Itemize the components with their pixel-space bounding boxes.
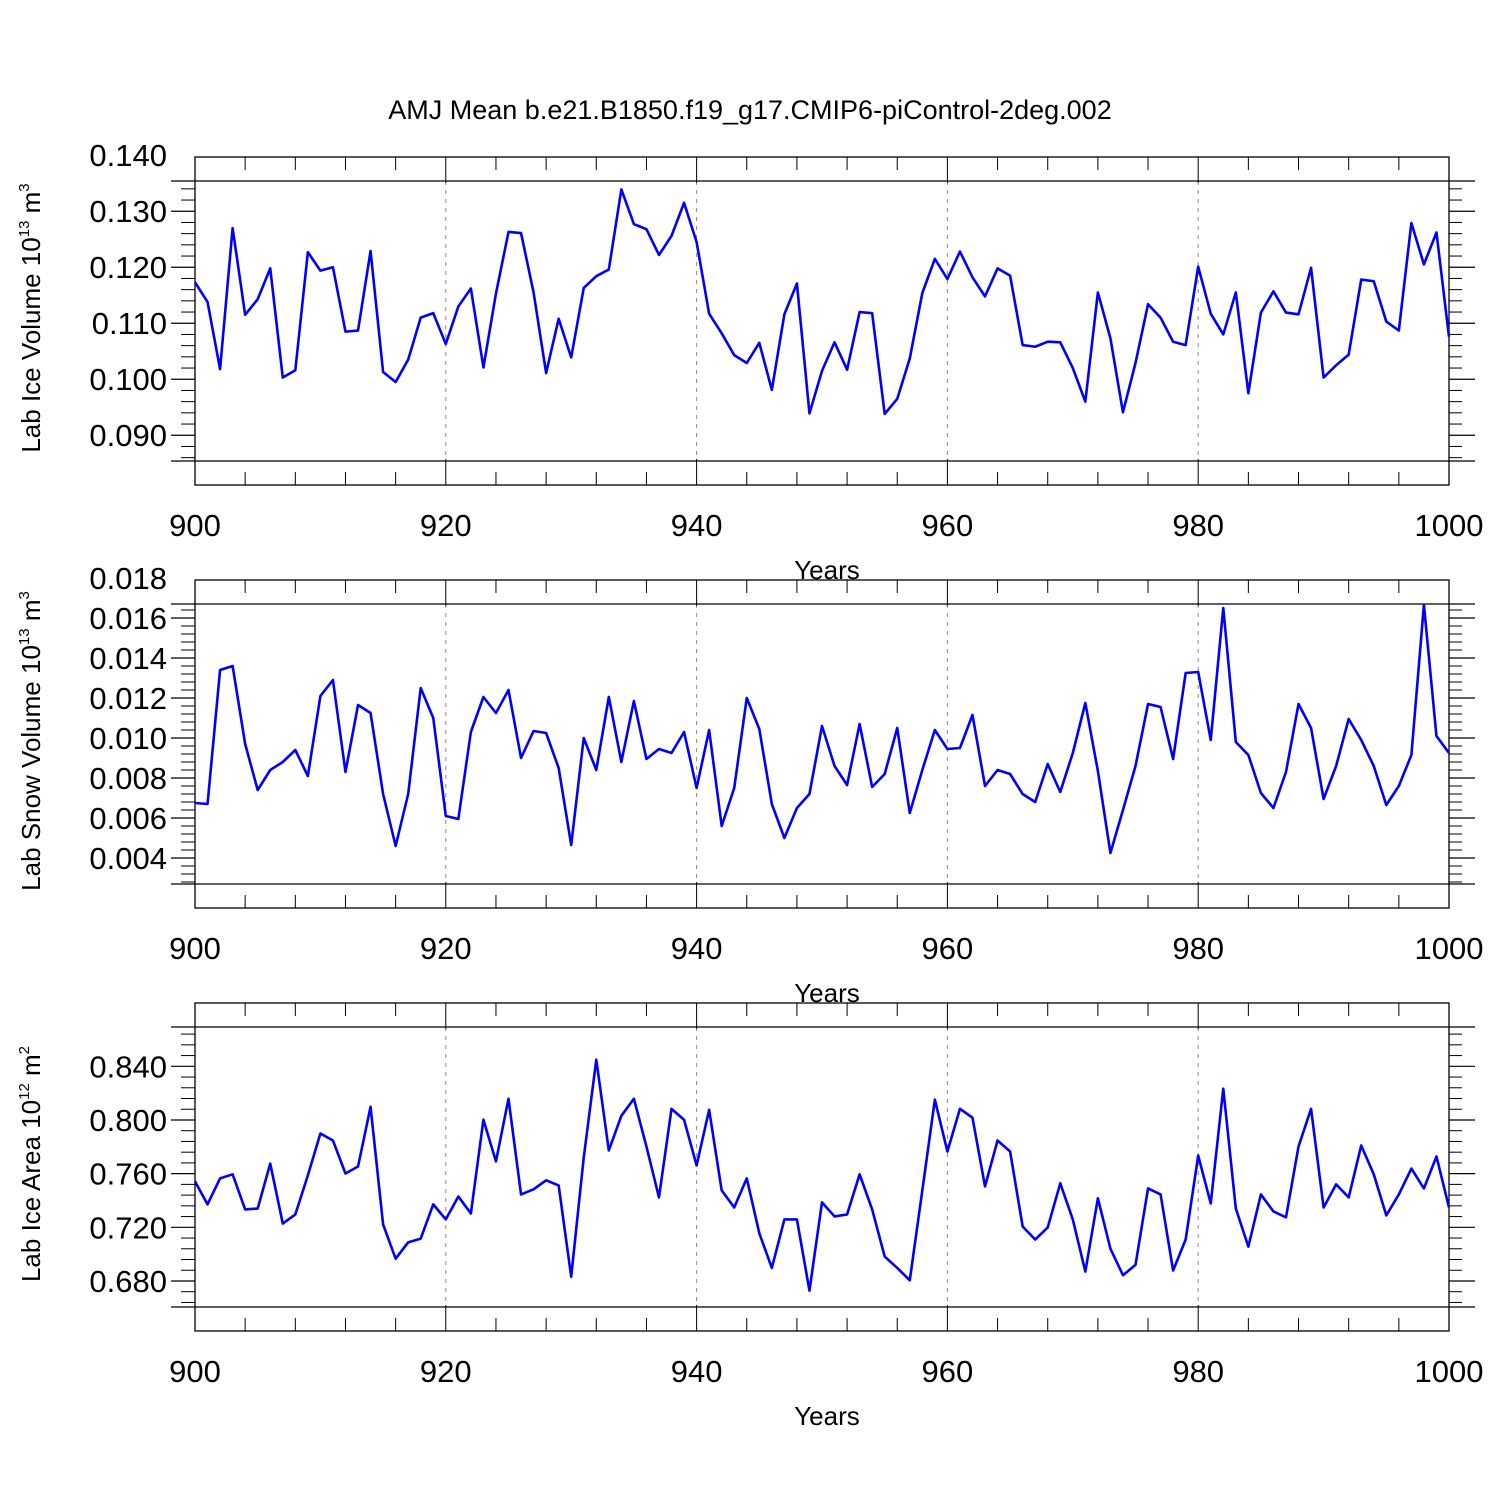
x-axis-label: Years [794,1401,860,1431]
y-axis-label-text: m [16,1054,46,1083]
y-axis-label: Lab Snow Volume 1013 m3 [16,591,46,891]
x-tick-label: 1000 [1415,931,1484,966]
y-axis-label-superscript: 3 [16,591,33,599]
y-tick-label: 0.140 [89,138,167,173]
series-line [194,603,1451,855]
y-axis-label: Lab Ice Area 1012 m2 [16,1046,46,1282]
y-tick-label: 0.720 [89,1210,167,1245]
x-tick-label: 980 [1172,1354,1224,1389]
x-tick-label: 960 [922,931,974,966]
y-tick-label: 0.008 [89,761,167,796]
y-axis-label-superscript: 13 [16,221,33,238]
x-tick-label: 940 [671,931,723,966]
panel-3: 0.680 0.720 0.760 0.800 0.840 900 920 940 960 980… [16,1002,1484,1431]
plot-frame [194,156,1450,486]
y-tick-label: 0.004 [89,841,167,876]
y-axis-label-text: Lab Ice Volume 10 [16,237,46,452]
panel-2: 0.004 0.006 0.008 0.010 0.012 0.014 0.016 0.018… [16,561,1483,1008]
y-tick-label: 0.018 [89,561,167,596]
x-tick-label: 900 [169,931,221,966]
y-tick-label: 0.120 [89,250,167,285]
y-tick-label: 0.130 [89,194,167,229]
y-tick-label: 0.010 [89,721,167,756]
x-tick-label: 920 [420,508,472,543]
series-line [193,188,1451,416]
x-tick-label: 940 [671,1354,723,1389]
plot-frame [194,1002,1450,1332]
x-tick-label: 920 [420,1354,472,1389]
y-axis-label: Lab Ice Volume 1013 m3 [16,183,46,452]
y-tick-label: 0.014 [89,641,167,676]
plot-frame [194,579,1450,909]
y-axis-label-text: m [16,192,46,221]
y-axis-label-superscript: 3 [16,183,33,191]
y-axis-label-text: m [16,600,46,629]
x-tick-label: 900 [169,508,221,543]
x-tick-label: 920 [420,931,472,966]
x-tick-label: 940 [671,508,723,543]
y-tick-label: 0.090 [89,418,167,453]
y-tick-label: 0.680 [89,1264,167,1299]
x-tick-label: 900 [169,1354,221,1389]
y-axis-label-superscript: 2 [16,1046,33,1054]
x-tick-label: 980 [1172,931,1224,966]
x-tick-label: 1000 [1415,508,1484,543]
y-tick-label: 0.012 [89,681,167,716]
x-tick-label: 960 [922,1354,974,1389]
y-axis-label-text: Lab Ice Area 10 [16,1100,46,1282]
y-tick-label: 0.016 [89,601,167,636]
y-tick-label: 0.800 [89,1103,167,1138]
x-tick-label: 1000 [1415,1354,1484,1389]
x-tick-label: 960 [922,508,974,543]
series-line [193,1058,1451,1292]
y-axis-label-text: Lab Snow Volume 10 [16,645,46,891]
x-tick-label: 980 [1172,508,1224,543]
y-axis-label-superscript: 12 [16,1083,33,1100]
y-tick-label: 0.006 [89,801,167,836]
chart-title: AMJ Mean b.e21.B1850.f19_g17.CMIP6-piCon… [388,95,1111,125]
y-axis-label-superscript: 13 [16,628,33,645]
y-tick-label: 0.100 [89,362,167,397]
y-tick-label: 0.110 [92,306,167,341]
y-tick-label: 0.840 [89,1049,167,1084]
y-tick-label: 0.760 [89,1157,167,1192]
